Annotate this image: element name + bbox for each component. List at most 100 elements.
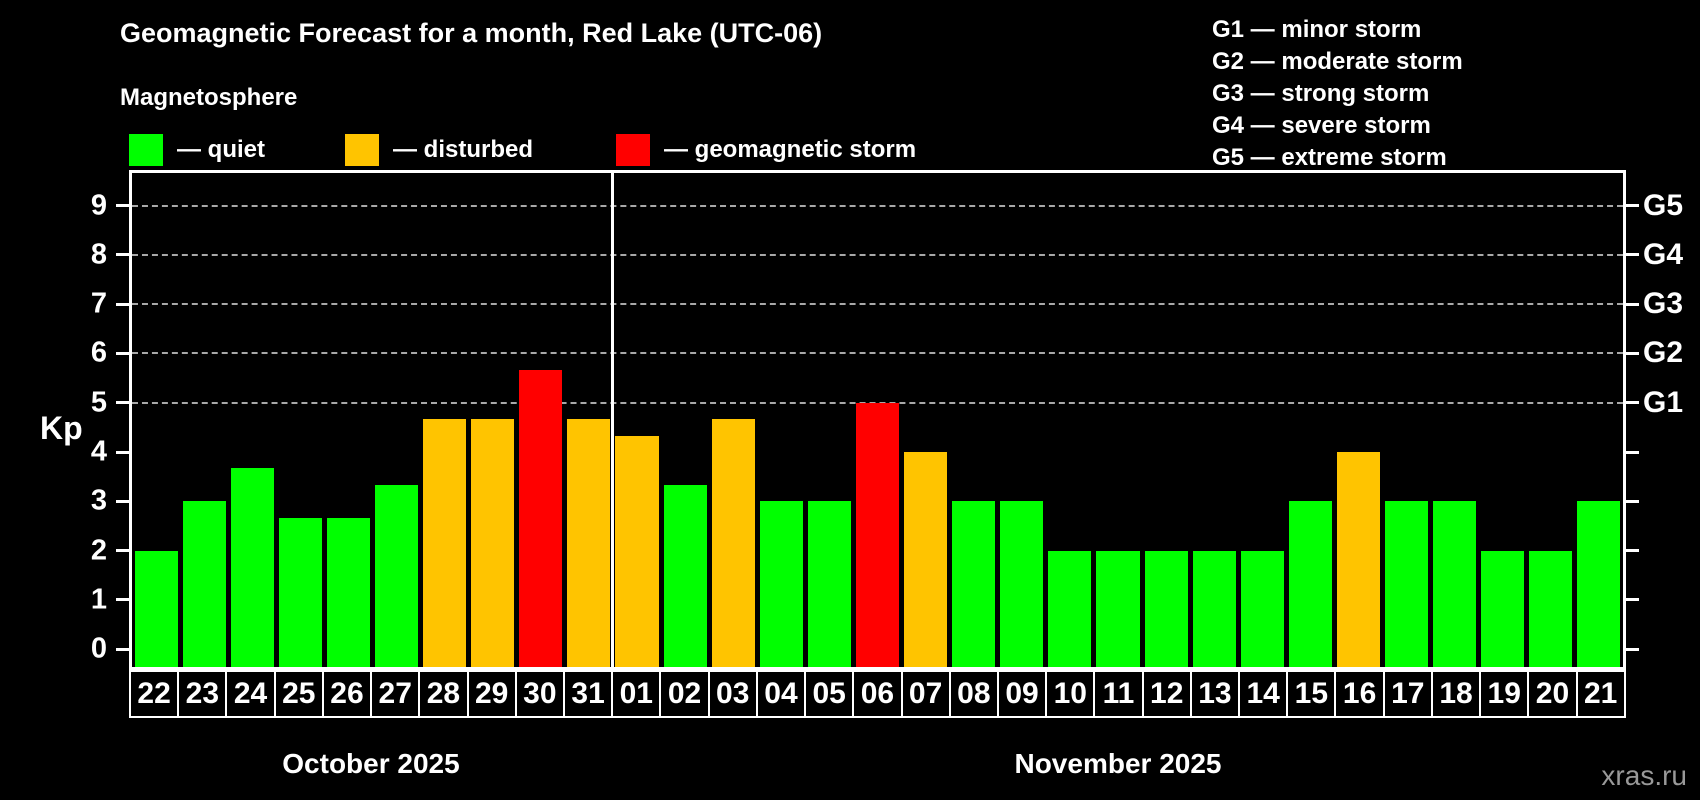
- disturbed-color-swatch: [345, 134, 379, 166]
- y-axis-tick-left-1: [116, 598, 129, 602]
- y-axis-tick-label-1: 1: [90, 583, 107, 616]
- y-axis-tick-left-2: [116, 549, 129, 553]
- y-axis-tick-left-0: [116, 647, 129, 651]
- day-label-09: 09: [999, 672, 1048, 716]
- kp-bar-november-09: [1000, 501, 1044, 667]
- kp-bar-october-30: [519, 369, 563, 667]
- day-label-11: 11: [1095, 672, 1144, 716]
- y-axis-title: Kp: [40, 410, 83, 446]
- legend-item-quiet: — quiet: [129, 133, 265, 167]
- kp-bar-november-15: [1288, 501, 1332, 667]
- gridline-kp-5: [132, 401, 1623, 404]
- y-axis-tick-label-0: 0: [90, 632, 107, 665]
- gridline-kp-6: [132, 352, 1623, 355]
- y-axis-tick-left-8: [116, 253, 129, 257]
- day-label-24: 24: [227, 672, 276, 716]
- kp-bar-november-06: [855, 402, 900, 667]
- gridline-kp-8: [132, 253, 1623, 256]
- kp-bar-november-02: [663, 485, 707, 667]
- status-legend: — quiet — disturbed — geomagnetic storm: [0, 133, 1700, 167]
- kp-bar-november-10: [1048, 550, 1092, 667]
- day-label-14: 14: [1240, 672, 1289, 716]
- y-axis-tick-label-2: 2: [90, 534, 107, 567]
- g-scale-label-g1: G1: [1643, 385, 1684, 419]
- y-axis-tick-left-5: [116, 401, 129, 405]
- legend-disturbed-label: — disturbed: [393, 136, 534, 163]
- day-label-30: 30: [517, 672, 565, 716]
- x-axis-day-labels: 22 23 24 25 26 27 28 29 30 31 01 02 03 04 05 06 07 08 09 10…: [129, 670, 1626, 718]
- gridline-kp-7: [132, 303, 1623, 306]
- y-axis-tick-left-7: [116, 302, 129, 306]
- kp-bar-november-21: [1577, 501, 1621, 667]
- g1-legend-line: G1 — minor storm: [1212, 16, 1422, 43]
- y-axis-tick-label-3: 3: [90, 484, 107, 517]
- kp-bar-october-25: [278, 517, 322, 667]
- kp-bar-november-18: [1433, 501, 1477, 667]
- kp-bar-october-26: [326, 517, 370, 667]
- kp-bar-october-22: [134, 550, 178, 667]
- y-axis-tick-right-2: [1626, 549, 1639, 553]
- day-label-19: 19: [1481, 672, 1530, 716]
- y-axis-tick-label-4: 4: [90, 435, 107, 468]
- legend-item-disturbed: — disturbed: [345, 133, 533, 167]
- kp-bar-november-20: [1529, 550, 1573, 667]
- y-axis-tick-left-9: [116, 204, 129, 208]
- kp-bar-october-31: [567, 419, 611, 667]
- kp-bar-october-27: [374, 485, 419, 667]
- legend-item-storm: — geomagnetic storm: [616, 133, 916, 167]
- day-label-05: 05: [806, 672, 855, 716]
- day-label-23: 23: [179, 672, 228, 716]
- kp-bar-november-12: [1144, 550, 1188, 667]
- y-axis-tick-right-0: [1626, 647, 1639, 651]
- day-label-31: 31: [565, 672, 614, 716]
- kp-bar-october-24: [230, 468, 274, 667]
- kp-bar-november-19: [1481, 550, 1525, 667]
- y-axis-tick-right-4: [1626, 450, 1639, 454]
- quiet-color-swatch: [129, 134, 163, 166]
- day-label-21: 21: [1583, 677, 1618, 710]
- y-axis-tick-right-1: [1626, 598, 1639, 602]
- day-label-04: 04: [758, 672, 807, 716]
- day-label-02: 02: [661, 672, 710, 716]
- day-label-10: 10: [1047, 672, 1096, 716]
- day-label-08: 08: [951, 672, 999, 716]
- kp-bar-october-23: [182, 501, 226, 667]
- plot-area: 0 1 2 3 4 5 6 7 8 9 G1 G2 G3 G4 G5: [91, 170, 1683, 670]
- day-label-29: 29: [469, 672, 517, 716]
- y-axis-tick-label-7: 7: [90, 287, 107, 320]
- y-axis-tick-left-3: [116, 499, 129, 503]
- kp-bar-november-05: [807, 501, 851, 667]
- y-axis-tick-right-9: [1626, 204, 1639, 208]
- day-label-01: 01: [613, 672, 662, 716]
- gridline-kp-9: [132, 204, 1623, 207]
- day-label-27: 27: [372, 672, 421, 716]
- y-axis-tick-right-3: [1626, 499, 1639, 503]
- y-axis-tick-right-7: [1626, 302, 1639, 306]
- day-label-06: 06: [854, 672, 903, 716]
- kp-bar-october-28: [423, 419, 467, 667]
- kp-bar-november-03: [711, 419, 755, 667]
- day-label-18: 18: [1433, 672, 1482, 716]
- kp-bar-november-13: [1192, 550, 1236, 667]
- day-label-13: 13: [1192, 672, 1241, 716]
- day-label-03: 03: [710, 672, 758, 716]
- g-scale-label-g4: G4: [1643, 237, 1684, 271]
- kp-bar-november-08: [952, 501, 996, 667]
- kp-bar-october-29: [471, 419, 515, 667]
- legend-quiet-label: — quiet: [177, 136, 265, 163]
- y-axis-tick-right-6: [1626, 351, 1639, 355]
- y-axis-tick-label-5: 5: [90, 386, 107, 419]
- g4-legend-line: G4 — severe storm: [1212, 112, 1431, 139]
- y-axis-tick-label-6: 6: [90, 336, 107, 369]
- g-scale-label-g3: G3: [1643, 287, 1684, 321]
- month-separator-line: [611, 173, 615, 667]
- g3-legend-line: G3 — strong storm: [1212, 80, 1430, 107]
- kp-bar-november-11: [1096, 550, 1140, 667]
- day-label-28: 28: [420, 672, 469, 716]
- y-axis-tick-right-8: [1626, 253, 1639, 257]
- month-label-october: October 2025: [282, 748, 460, 779]
- day-label-22: 22: [131, 672, 180, 716]
- storm-color-swatch: [616, 134, 650, 166]
- kp-bar-november-17: [1385, 501, 1429, 667]
